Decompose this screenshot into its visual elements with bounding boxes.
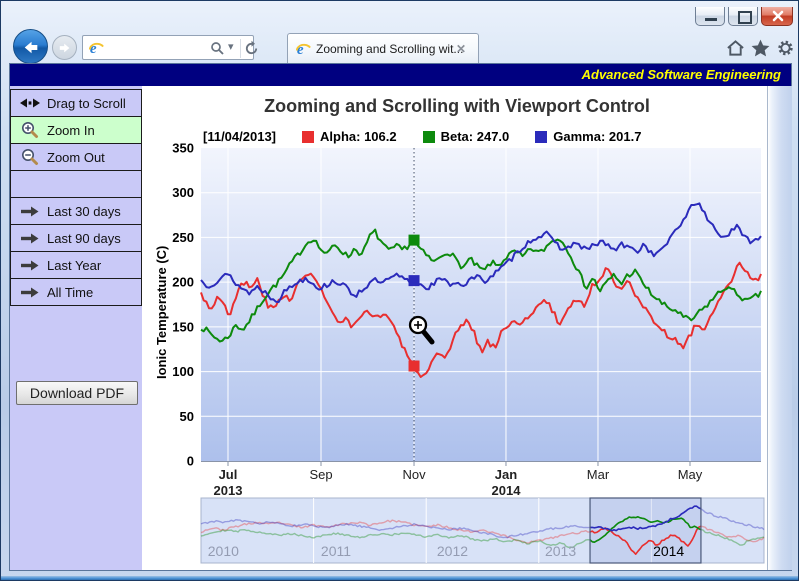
address-divider (240, 39, 241, 58)
gamma-swatch-icon (535, 130, 548, 143)
svg-text:e: e (297, 42, 304, 58)
settings-gear-icon[interactable] (776, 39, 795, 57)
minimize-button[interactable] (695, 7, 725, 26)
forward-button[interactable] (52, 35, 77, 60)
x-tick-label: Jul (219, 467, 238, 482)
overview-year-label: 2012 (437, 543, 468, 559)
y-tick-label: 0 (187, 454, 194, 469)
sidebar-item-last-30-days[interactable]: Last 30 days (10, 197, 142, 225)
back-button[interactable] (13, 29, 48, 64)
back-arrow-icon (24, 41, 38, 54)
plot-area[interactable] (201, 148, 761, 461)
address-input[interactable] (107, 38, 231, 58)
drag-horizontal-icon (19, 97, 41, 109)
page-banner: Advanced Software Engineering (10, 64, 791, 86)
legend-item-gamma: Gamma: 201.7 (535, 129, 641, 144)
y-tick-label: 300 (172, 185, 194, 200)
forward-arrow-icon (59, 43, 70, 53)
home-icon[interactable] (726, 39, 745, 57)
gamma-line (200, 202, 762, 303)
overview-year-label: 2013 (545, 543, 576, 559)
arrow-right-icon (19, 287, 41, 298)
tab-title: Zooming and Scrolling wit... (316, 42, 464, 56)
overview-year-label: 2010 (208, 543, 239, 559)
sidebar-item-last-90-days[interactable]: Last 90 days (10, 224, 142, 252)
overview-viewport-selection[interactable] (589, 497, 702, 564)
sidebar-item-zoom-out[interactable]: Zoom Out (10, 143, 142, 171)
gamma-cursor-marker (408, 275, 420, 287)
tab-close-icon[interactable]: ✕ (456, 42, 467, 56)
y-tick-label: 150 (172, 319, 194, 334)
browser-tab[interactable]: e Zooming and Scrolling wit... ✕ (287, 33, 479, 64)
beta-line (200, 228, 762, 343)
beta-overview-line (590, 515, 701, 544)
legend-item-beta: Beta: 247.0 (422, 129, 509, 144)
overview-year-label: 2011 (321, 543, 351, 559)
minimize-icon (705, 18, 717, 21)
y-tick-label: 200 (172, 275, 194, 290)
banner-text: Advanced Software Engineering (581, 67, 781, 82)
close-icon (772, 10, 784, 22)
sidebar-item-all-time[interactable]: All Time (10, 278, 142, 306)
zoom-in-icon (19, 121, 41, 139)
refresh-icon[interactable] (243, 40, 260, 57)
sidebar-item-drag-to-scroll[interactable]: Drag to Scroll (10, 89, 142, 117)
arrow-right-icon (19, 260, 41, 271)
overview-strip[interactable] (200, 497, 765, 564)
sidebar: Drag to Scroll Zoom In Zoom Out Last 30 … (10, 86, 142, 570)
x-tick-label: Jan (495, 467, 517, 482)
window-bottom-edge (1, 576, 798, 580)
y-tick-label: 50 (180, 409, 194, 424)
x-tick-label: Nov (402, 467, 426, 482)
alpha-overview-line (590, 525, 701, 556)
y-tick-label: 350 (172, 141, 194, 156)
close-button[interactable] (761, 7, 793, 26)
x-tick-year-label: 2013 (214, 483, 243, 498)
ie-logo-icon: e (88, 41, 104, 57)
x-tick-label: Sep (309, 467, 332, 482)
favorites-star-icon[interactable] (750, 38, 771, 58)
sidebar-item-zoom-in[interactable]: Zoom In (10, 116, 142, 144)
search-icon[interactable] (210, 41, 225, 56)
overview-year-label: 2014 (653, 543, 684, 559)
download-pdf-button[interactable]: Download PDF (16, 381, 138, 405)
search-dropdown-caret[interactable]: ▾ (228, 41, 234, 53)
tab-favicon-ie-icon: e (295, 42, 311, 58)
beta-swatch-icon (422, 130, 435, 143)
cursor-date-label: [11/04/2013] (203, 129, 277, 144)
y-tick-label: 100 (172, 364, 194, 379)
arrow-right-icon (19, 206, 41, 217)
alpha-swatch-icon (302, 130, 315, 143)
sidebar-item-last-year[interactable]: Last Year (10, 251, 142, 279)
gamma-overview-line (590, 505, 701, 532)
svg-text:e: e (90, 41, 97, 57)
address-bar[interactable]: e ▾ (82, 35, 258, 60)
alpha-cursor-marker (408, 360, 420, 372)
beta-cursor-marker (408, 234, 420, 246)
maximize-button[interactable] (728, 7, 758, 26)
maximize-icon (738, 11, 752, 24)
x-tick-year-label: 2014 (492, 483, 522, 498)
zoom-cursor-icon (408, 315, 435, 345)
x-tick-label: May (678, 467, 703, 482)
chart-legend: [11/04/2013] Alpha: 106.2 Beta: 247.0 Ga… (203, 129, 641, 144)
arrow-right-icon (19, 233, 41, 244)
sidebar-spacer (10, 170, 142, 198)
alpha-line (200, 261, 762, 378)
x-tick-label: Mar (587, 467, 610, 482)
vertical-scrollbar-track[interactable] (767, 86, 792, 570)
legend-item-alpha: Alpha: 106.2 (302, 129, 397, 144)
chart-title: Zooming and Scrolling with Viewport Cont… (264, 96, 650, 116)
y-tick-label: 250 (172, 230, 194, 245)
zoom-out-icon (19, 148, 41, 166)
